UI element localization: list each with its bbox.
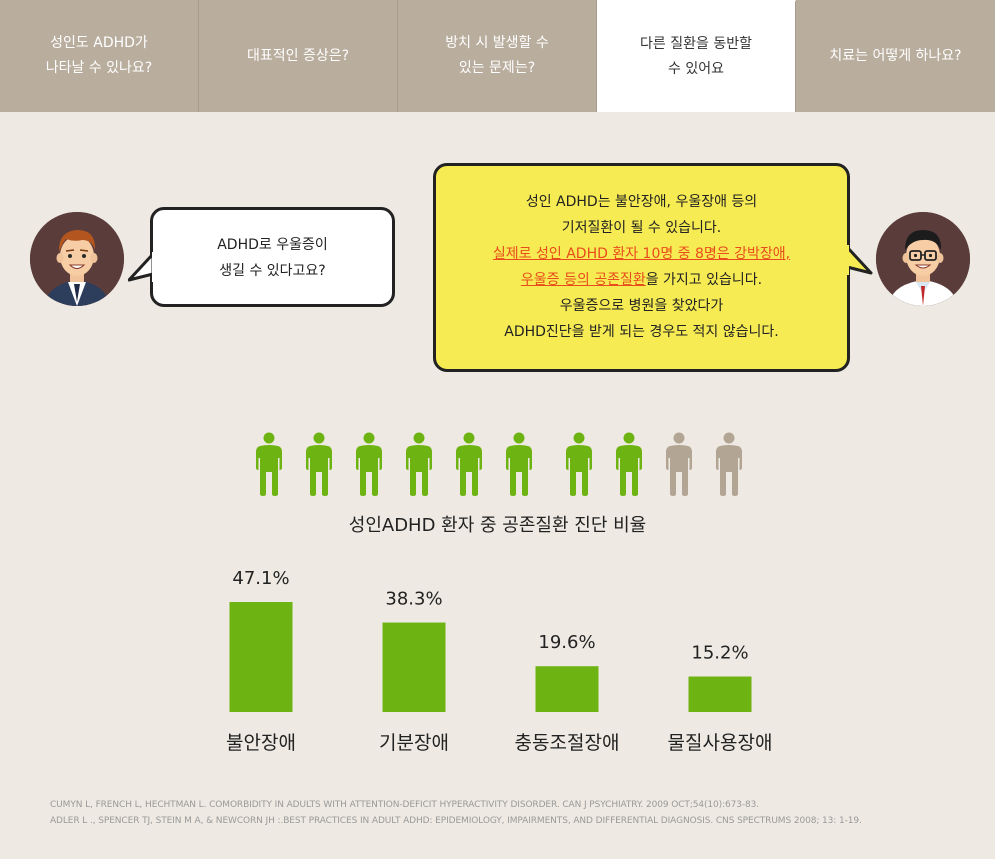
tab-symptoms[interactable]: 대표적인 증상은? [199, 0, 398, 112]
doctor-answer-line-1: 성인 ADHD는 불안장애, 우울장애 등의 [525, 194, 758, 210]
person-icon [714, 432, 744, 496]
bar-category-label: 기분장애 [379, 732, 449, 754]
doctor-answer-highlight-1: 실제로 성인 ADHD 환자 10명 중 8명은 강박장애, [492, 246, 791, 262]
person-icon-highlighted [564, 432, 594, 496]
doctor-bubble-tail [843, 245, 873, 275]
reference-2: ADLER L ., SPENCER TJ, STEIN M A, & NEWC… [50, 816, 862, 826]
bar-category-label: 충동조절장애 [515, 732, 620, 754]
doctor-answer-line-3-rest: 을 가지고 있습니다. [645, 272, 763, 288]
doctor-answer-line-4: 우울증으로 병원을 찾았다가 [559, 298, 724, 314]
doctor-answer-highlight-2: 우울증 등의 공존질환 [520, 272, 646, 288]
doctor-avatar [876, 212, 970, 306]
tab-bar: 성인도 ADHD가 나타날 수 있나요? 대표적인 증상은? 방치 시 발생할 … [0, 0, 995, 112]
bar-value-label: 19.6% [538, 632, 595, 653]
patient-question-line-1: ADHD로 우울증이 [217, 237, 328, 253]
bar-category-label: 불안장애 [226, 732, 296, 754]
bar-value-label: 38.3% [385, 589, 442, 610]
patient-avatar [30, 212, 124, 306]
patient-speech-bubble: ADHD로 우울증이 생길 수 있다고요? [150, 207, 395, 307]
person-icon-highlighted [614, 432, 644, 496]
patient-bubble-tail [128, 252, 156, 282]
person-icon-highlighted [254, 432, 284, 496]
doctor-answer-line-2: 기저질환이 될 수 있습니다. [561, 220, 722, 236]
tab-problems[interactable]: 방치 시 발생할 수 있는 문제는? [398, 0, 597, 112]
bar-1 [382, 622, 446, 712]
tab-adult-adhd[interactable]: 성인도 ADHD가 나타날 수 있나요? [0, 0, 199, 112]
person-icon-highlighted [404, 432, 434, 496]
person-icon-highlighted [504, 432, 534, 496]
bar-category-label: 물질사용장애 [668, 732, 773, 754]
tab-treatment[interactable]: 치료는 어떻게 하나요? [796, 0, 995, 112]
bar-2 [535, 666, 599, 712]
person-icon [664, 432, 694, 496]
person-icon-highlighted [304, 432, 334, 496]
references: CUMYN L, FRENCH L, HECHTMAN L. COMORBIDI… [50, 797, 970, 829]
reference-1: CUMYN L, FRENCH L, HECHTMAN L. COMORBIDI… [50, 800, 760, 810]
patient-question-line-2: 생길 수 있다고요? [219, 263, 326, 279]
doctor-speech-bubble: 성인 ADHD는 불안장애, 우울장애 등의 기저질환이 될 수 있습니다. 실… [433, 163, 850, 372]
bar-value-label: 47.1% [232, 568, 289, 589]
chart-title: 성인ADHD 환자 중 공존질환 진단 비율 [348, 515, 647, 536]
comorbidity-bar-chart: 47.1% 불안장애 38.3% 기분장애 19.6% 충동조절장애 15.2% 물질사용장애 [226, 568, 773, 754]
doctor-answer-line-5: ADHD진단을 받게 되는 경우도 적지 않습니다. [504, 324, 779, 340]
bar-value-label: 15.2% [691, 643, 748, 664]
person-icon-highlighted [354, 432, 384, 496]
doctor-answer-line-3: 우울증 등의 공존질환을 가지고 있습니다. [436, 267, 847, 293]
tab-comorbidity[interactable]: 다른 질환을 동반할 수 있어요 [597, 0, 796, 112]
bar-0 [229, 602, 293, 712]
people-icon-row [254, 432, 749, 496]
bar-3 [688, 676, 752, 712]
person-icon-highlighted [454, 432, 484, 496]
